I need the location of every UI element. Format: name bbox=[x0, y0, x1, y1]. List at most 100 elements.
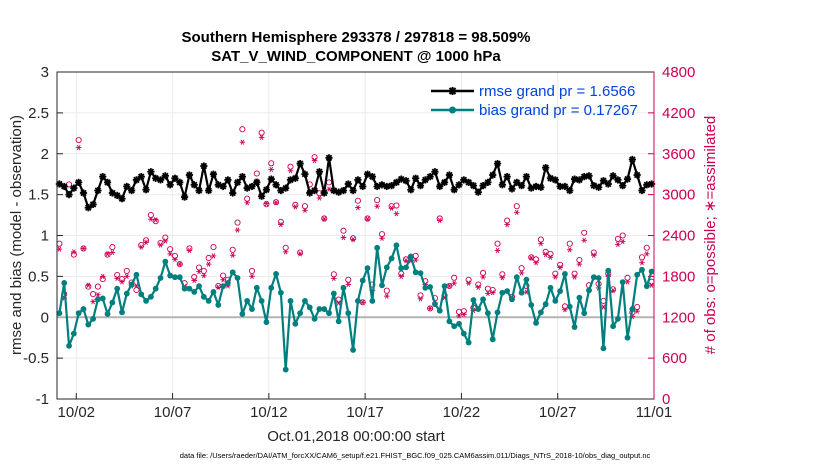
obs-possible-point bbox=[504, 217, 511, 224]
obs-assimilated-point bbox=[263, 200, 270, 207]
bias-point bbox=[196, 283, 202, 290]
rmse-point bbox=[561, 182, 569, 191]
bias-point bbox=[600, 345, 607, 352]
rmse-point bbox=[479, 182, 487, 190]
obs-possible-point bbox=[287, 163, 294, 170]
bias-point bbox=[446, 318, 453, 325]
obs-assimilated-point bbox=[581, 237, 587, 243]
rmse-point bbox=[171, 174, 179, 182]
rmse-point bbox=[595, 183, 603, 191]
bias-point bbox=[244, 298, 251, 304]
bias-point bbox=[263, 319, 270, 326]
obs-assimilated-point bbox=[566, 247, 573, 253]
rmse-point bbox=[503, 173, 511, 181]
bias-point bbox=[200, 293, 207, 300]
bias-point bbox=[258, 298, 265, 304]
obs-assimilated-point bbox=[417, 296, 424, 302]
rmse-point bbox=[89, 200, 97, 209]
obs-possible-point bbox=[494, 240, 501, 247]
bias-point bbox=[369, 298, 376, 304]
obs-assimilated-point bbox=[499, 275, 506, 281]
bias-point bbox=[205, 298, 212, 304]
bias-point bbox=[456, 320, 462, 327]
bias-point bbox=[311, 315, 318, 322]
bias-point bbox=[220, 283, 227, 290]
obs-assimilated-point bbox=[287, 168, 294, 174]
bias-point bbox=[66, 342, 72, 349]
obs-possible-point bbox=[195, 264, 203, 271]
bias-point bbox=[350, 347, 356, 353]
bias-point bbox=[287, 298, 294, 304]
obs-assimilated-point bbox=[268, 166, 275, 173]
bias-point bbox=[210, 289, 217, 295]
rmse-point bbox=[339, 186, 348, 195]
obs-possible-point bbox=[104, 251, 111, 258]
obs-assimilated-point bbox=[340, 234, 347, 241]
rmse-point bbox=[628, 155, 636, 164]
obs-assimilated-point bbox=[451, 280, 457, 286]
rmse-point bbox=[421, 176, 429, 184]
obs-possible-point bbox=[451, 274, 458, 281]
obs-assimilated-point bbox=[643, 251, 650, 257]
obs-possible-point bbox=[75, 137, 82, 144]
obs-assimilated-point bbox=[249, 273, 255, 280]
rmse-point bbox=[325, 154, 333, 162]
obs-possible-point bbox=[301, 203, 308, 210]
rmse-point bbox=[75, 178, 83, 186]
rmse-point bbox=[224, 176, 232, 184]
obs-possible-point bbox=[634, 303, 641, 311]
obs-assimilated-point bbox=[547, 254, 554, 260]
y-tick-label: 0 bbox=[41, 309, 49, 326]
obs-assimilated-point bbox=[104, 251, 111, 257]
bias-point bbox=[114, 285, 121, 292]
rmse-point bbox=[604, 180, 612, 188]
obs-possible-point bbox=[234, 219, 241, 226]
obs-assimilated-point bbox=[465, 280, 472, 286]
rmse-point bbox=[315, 168, 323, 176]
bias-point bbox=[619, 279, 626, 285]
obs-assimilated-point bbox=[542, 251, 549, 258]
bias-point bbox=[70, 330, 77, 337]
bias-point bbox=[80, 306, 87, 312]
y-right-tick-labels: 0 600 1200 1800 2400 3000 3600 4200 4800 bbox=[662, 64, 695, 408]
obs-assimilated-point bbox=[576, 261, 583, 267]
obs-assimilated-point bbox=[562, 307, 568, 313]
bias-point bbox=[273, 271, 279, 277]
obs-possible-point bbox=[350, 235, 357, 242]
obs-possible-point bbox=[364, 215, 371, 222]
obs-assimilated-point bbox=[412, 257, 419, 263]
rmse-point bbox=[609, 172, 617, 180]
y-tick-label: 1 bbox=[41, 228, 49, 245]
obs-assimilated-point bbox=[95, 292, 101, 298]
bias-point bbox=[157, 275, 164, 281]
bias-point bbox=[480, 296, 486, 303]
bias-point bbox=[138, 291, 145, 298]
obs-assimilated-point bbox=[292, 204, 299, 210]
obs-assimilated-point bbox=[191, 277, 198, 284]
rmse-point bbox=[522, 173, 531, 181]
rmse-point bbox=[132, 176, 141, 184]
bias-point bbox=[268, 284, 275, 291]
obs-assimilated-point bbox=[528, 255, 535, 261]
rmse-point bbox=[142, 186, 150, 194]
rmse-point bbox=[161, 172, 169, 180]
obs-assimilated-point bbox=[436, 217, 443, 224]
obs-assimilated-point bbox=[571, 274, 578, 280]
rmse-point bbox=[200, 162, 208, 170]
obs-possible-point bbox=[152, 218, 159, 225]
rmse-point bbox=[118, 195, 126, 203]
obs-assimilated-point bbox=[220, 277, 226, 283]
obs-assimilated-point bbox=[485, 290, 491, 297]
rmse-point bbox=[79, 189, 88, 197]
obs-possible-point bbox=[383, 287, 390, 294]
obs-assimilated-point bbox=[615, 241, 621, 247]
x-tick-label: 10/02 bbox=[57, 404, 95, 421]
obs-possible-point bbox=[537, 236, 544, 243]
bias-point bbox=[302, 298, 308, 304]
bias-point bbox=[234, 275, 241, 281]
bias-point bbox=[249, 306, 255, 312]
bias-point bbox=[427, 284, 434, 290]
rmse-point bbox=[70, 184, 78, 192]
bias-point bbox=[359, 277, 366, 284]
